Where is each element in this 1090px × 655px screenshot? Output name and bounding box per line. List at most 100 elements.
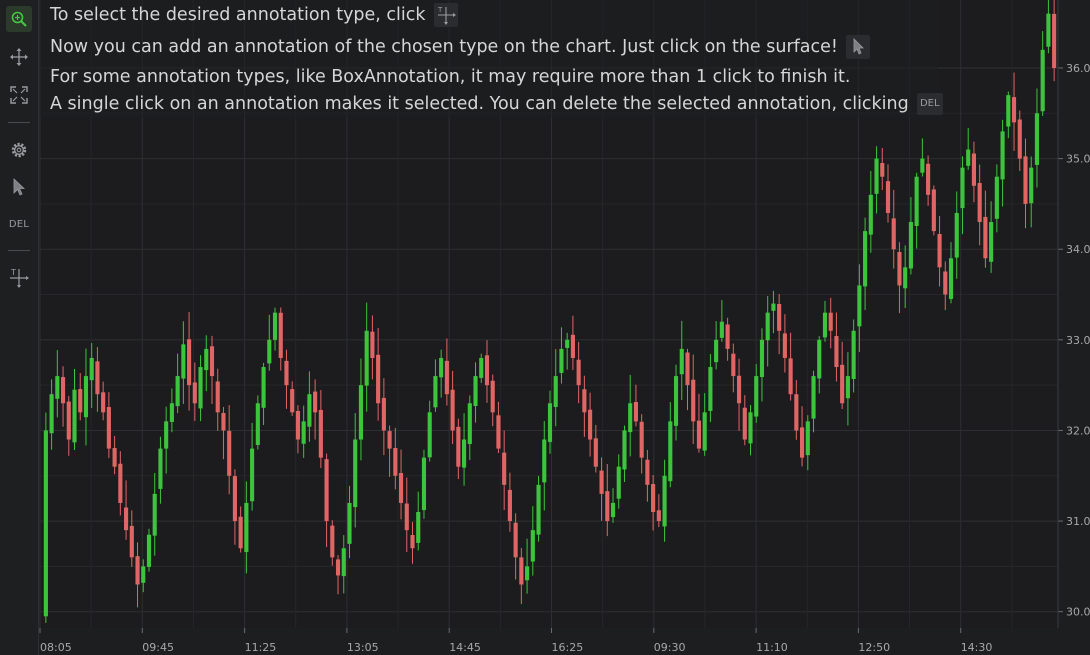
candle — [679, 320, 684, 401]
select-cursor-button[interactable] — [6, 174, 32, 200]
candle-body — [416, 512, 421, 543]
candle-body — [565, 339, 570, 348]
candle-body — [966, 149, 971, 166]
candle — [421, 449, 427, 519]
candle-body — [851, 330, 856, 380]
candle — [811, 370, 816, 433]
candle-body — [519, 557, 524, 585]
candle — [89, 343, 94, 409]
candle-body — [645, 459, 650, 485]
candle-body — [335, 559, 341, 576]
candle-body — [576, 359, 581, 386]
candle-body — [542, 439, 547, 483]
candle — [198, 355, 203, 422]
candle — [387, 425, 392, 477]
candle-body — [129, 525, 134, 558]
delete-button[interactable]: DEL — [6, 211, 32, 237]
candle — [880, 148, 885, 190]
candle — [943, 261, 948, 311]
candle — [307, 371, 312, 442]
zoom-button[interactable] — [6, 6, 32, 32]
candle — [124, 480, 129, 540]
candle-body — [112, 448, 117, 467]
candle-body — [169, 403, 174, 422]
zoom-extents-button[interactable] — [6, 82, 32, 108]
candle-body — [204, 348, 209, 371]
candle-body — [570, 334, 575, 358]
candle-body — [633, 402, 638, 422]
candle — [370, 315, 375, 380]
candle-body — [439, 357, 444, 378]
candle — [702, 393, 707, 456]
candle — [903, 245, 908, 308]
candle — [232, 469, 237, 545]
candle — [536, 475, 541, 542]
candle — [135, 542, 140, 608]
candle — [364, 302, 369, 412]
candle-body — [135, 556, 140, 585]
candle — [439, 349, 444, 398]
candle-body — [95, 361, 100, 395]
help-line-3: For some annotation types, like BoxAnnot… — [50, 66, 850, 88]
candle — [582, 375, 587, 437]
candle-body — [782, 333, 787, 358]
candle — [748, 404, 753, 456]
candle — [845, 352, 850, 426]
candle — [479, 353, 484, 384]
candle — [805, 415, 810, 471]
candle — [301, 405, 306, 458]
candle-body — [272, 312, 278, 340]
candle — [1040, 31, 1045, 116]
candle — [565, 332, 570, 370]
candle — [851, 319, 856, 393]
y-tick-label: 31.0 — [1066, 515, 1090, 528]
candle-body — [462, 439, 467, 468]
candle — [731, 343, 736, 393]
candle-body — [198, 367, 203, 409]
toolbar-divider — [8, 122, 30, 123]
help-text-3: For some annotation types, like BoxAnnot… — [50, 67, 851, 87]
candle — [960, 156, 965, 235]
candle-body — [89, 357, 94, 381]
candle — [719, 300, 724, 342]
candle-body — [1052, 13, 1057, 68]
candle-body — [450, 389, 455, 431]
y-tick-label: 34.0 — [1066, 243, 1090, 256]
candle-body — [1023, 156, 1028, 204]
candle — [645, 449, 650, 502]
candle-body — [393, 447, 398, 476]
candle-body — [261, 367, 266, 408]
x-tick-label: 09:30 — [654, 641, 686, 654]
candle-body — [353, 439, 358, 508]
candle-body — [456, 426, 461, 467]
candle-body — [622, 430, 627, 470]
candle-body — [811, 376, 816, 419]
settings-button[interactable] — [6, 137, 32, 163]
candle-body — [1040, 49, 1045, 112]
y-axis-panel — [1058, 0, 1090, 655]
candle — [490, 374, 495, 427]
candle — [570, 315, 575, 371]
candle-body — [891, 218, 896, 250]
candle — [60, 366, 66, 427]
candle-body — [759, 339, 765, 378]
candle-body — [324, 459, 329, 522]
candle — [759, 328, 765, 402]
candle — [897, 242, 902, 314]
annotation-type-button[interactable]: T — [6, 265, 32, 291]
candle — [828, 297, 833, 349]
candle-body — [530, 530, 535, 562]
candle-body — [943, 271, 948, 295]
candle — [782, 314, 787, 373]
candle-body — [920, 158, 925, 173]
pan-button[interactable] — [6, 44, 32, 70]
candle — [914, 172, 919, 249]
candle — [49, 379, 54, 450]
candle — [215, 368, 220, 431]
candle-body — [60, 377, 66, 404]
candle-body — [547, 403, 553, 442]
candle-body — [347, 502, 352, 544]
candle — [278, 307, 283, 371]
candle-body — [828, 312, 833, 331]
candle — [433, 359, 438, 412]
